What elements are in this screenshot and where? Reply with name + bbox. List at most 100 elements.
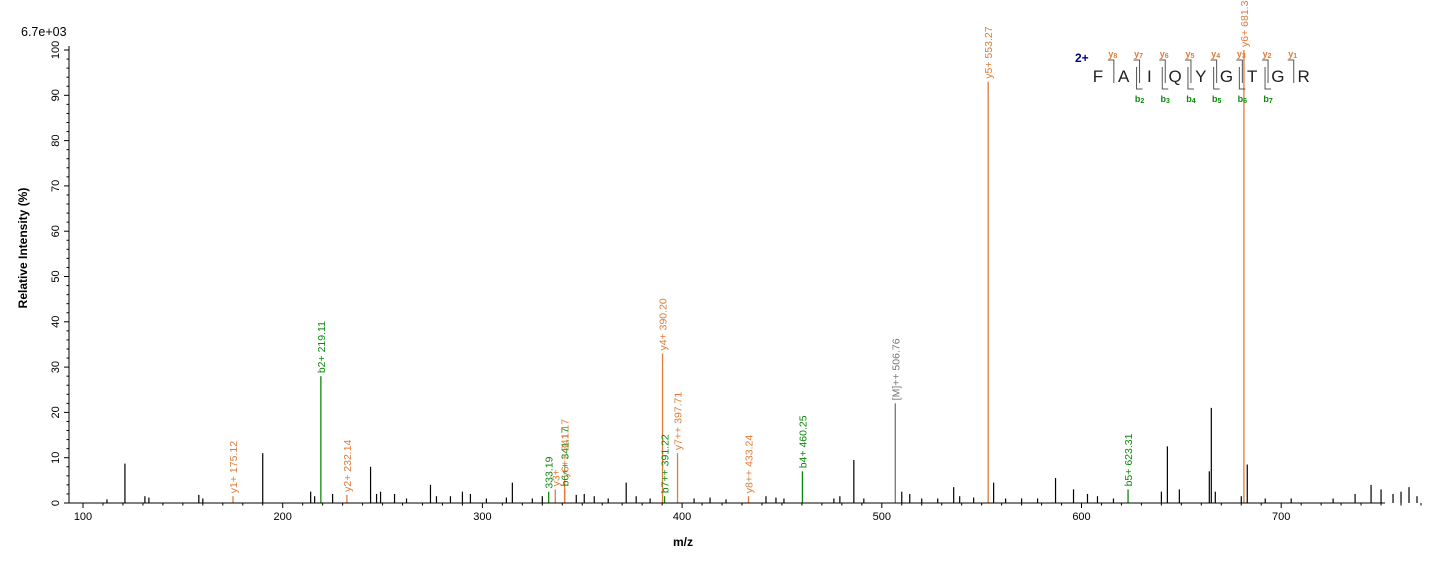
x-tick: 600 [1072, 503, 1091, 523]
y-tick-label: 10 [50, 452, 62, 464]
residue-Y: Y [1195, 67, 1206, 86]
y-tick: 90 [50, 89, 69, 101]
b-ion-index: 2 [1140, 98, 1144, 105]
b-ion-bracket [1264, 67, 1272, 90]
y-ion-bracket [1133, 59, 1141, 83]
b-ion-index: 3 [1166, 98, 1170, 105]
y-tick: 40 [50, 316, 69, 328]
x-tick-label: 100 [74, 511, 92, 523]
b-ion-index: 5 [1217, 98, 1221, 105]
y-tick-label: 100 [50, 41, 62, 59]
x-tick-label: 200 [274, 511, 292, 523]
y-tick: 50 [50, 270, 69, 283]
y-ion-index: 5 [1191, 53, 1195, 60]
peak-label: y7++ 397.71 [673, 392, 685, 451]
b-ion-marker: b4 [1186, 94, 1196, 105]
y-ion-index: 3 [1242, 53, 1246, 60]
x-tick: 400 [673, 503, 691, 523]
y-ion-marker: y6 [1160, 49, 1169, 60]
b-ion-marker: b3 [1161, 94, 1171, 105]
y-ion-marker: y8 [1108, 49, 1117, 60]
x-tick-label: 400 [673, 511, 691, 523]
y-ion-marker: y1 [1288, 49, 1297, 60]
peak-label: y3+ [550, 469, 562, 486]
peak-label: [M]++ 506.76 [890, 338, 902, 400]
y-tick: 100 [50, 41, 69, 59]
b-ion-marker: b5 [1212, 94, 1222, 105]
y-ion-bracket [1262, 59, 1269, 83]
y-tick-label: 80 [50, 134, 62, 146]
b-ion-index: 7 [1269, 98, 1273, 105]
y-tick-label: 0 [50, 500, 62, 506]
peaks-layer [106, 50, 1418, 503]
peak-label: y6+ 681.33 [1239, 0, 1251, 47]
y-tick-label: 90 [50, 89, 62, 101]
y-ion-index: 2 [1268, 53, 1272, 60]
y-tick: 10 [50, 452, 69, 464]
b-ion-bracket [1238, 67, 1246, 90]
peak-label: b2+ 219.11 [316, 321, 328, 373]
y-ion-bracket [1184, 59, 1192, 83]
peak-label: b7++ 391.22 [660, 434, 672, 493]
y-ion-bracket [1236, 59, 1243, 83]
b-ion-bracket [1213, 67, 1220, 90]
peak-label: b6++ 341.17 [560, 427, 572, 486]
x-tick: 700 [1272, 503, 1290, 523]
x-tick: 500 [873, 503, 891, 523]
y-ion-bracket [1210, 59, 1218, 83]
peak-label: y6++ 341.17 [560, 419, 572, 478]
y-ion-index: 4 [1216, 53, 1220, 60]
peak-label: b5+ 623.31 [1123, 433, 1135, 486]
x-tick: 200 [274, 503, 292, 523]
peak-label: y1+ 175.12 [228, 441, 240, 493]
residue-R: R [1297, 67, 1309, 86]
x-axis-title: m/z [673, 535, 693, 549]
x-tick-label: 300 [473, 511, 491, 523]
peak-label: 333.19 [544, 456, 556, 488]
residue-T: T [1247, 67, 1257, 86]
y-tick-label: 30 [50, 361, 62, 373]
y-ion-marker: y7 [1134, 49, 1143, 60]
peak-label: y2+ 232.14 [342, 439, 354, 491]
y-tick-label: 40 [50, 316, 62, 328]
y-ion-bracket [1107, 59, 1115, 83]
y-tick: 80 [50, 134, 69, 147]
x-tick: 100 [74, 503, 92, 523]
x-tick-label: 500 [873, 511, 891, 523]
b-ion-index: 4 [1192, 98, 1196, 105]
y-tick: 70 [50, 180, 69, 192]
y-ion-index: 6 [1165, 53, 1169, 60]
y-ion-marker: y2 [1263, 49, 1272, 60]
peak-label: y4+ 390.20 [658, 298, 670, 350]
y-tick: 30 [50, 361, 69, 373]
b-ion-bracket [1161, 67, 1169, 90]
residue-G: G [1271, 67, 1284, 86]
y-ion-marker: y5 [1185, 49, 1194, 60]
peak-label: y5+ 553.27 [983, 26, 995, 78]
b-ion-bracket [1187, 67, 1194, 90]
y-axis-title: Relative Intensity (%) [16, 188, 30, 309]
y-ion-bracket [1287, 59, 1295, 83]
x-tick-label: 700 [1272, 511, 1290, 523]
y-tick-label: 20 [50, 406, 62, 418]
y-ion-index: 7 [1139, 53, 1143, 60]
y-ion-marker: y4 [1211, 49, 1220, 60]
y-ion-bracket [1159, 59, 1166, 83]
y-ion-index: 8 [1113, 53, 1117, 60]
peak-label: b4+ 460.25 [797, 415, 809, 468]
residue-A: A [1118, 67, 1130, 86]
axes-layer: 1002003004005006007008009001000110012001… [50, 41, 1422, 523]
y-tick-label: 60 [50, 225, 62, 237]
b-ion-marker: b6 [1238, 94, 1248, 105]
b-ion-marker: b7 [1263, 94, 1273, 105]
y-tick: 0 [50, 500, 69, 506]
charge-state-label: 2+ [1075, 51, 1089, 65]
y-tick: 60 [50, 225, 69, 237]
residue-Q: Q [1168, 67, 1181, 86]
max-intensity-label: 6.7e+03 [21, 25, 67, 39]
y-tick: 20 [50, 406, 69, 419]
b-ion-bracket [1136, 67, 1143, 90]
